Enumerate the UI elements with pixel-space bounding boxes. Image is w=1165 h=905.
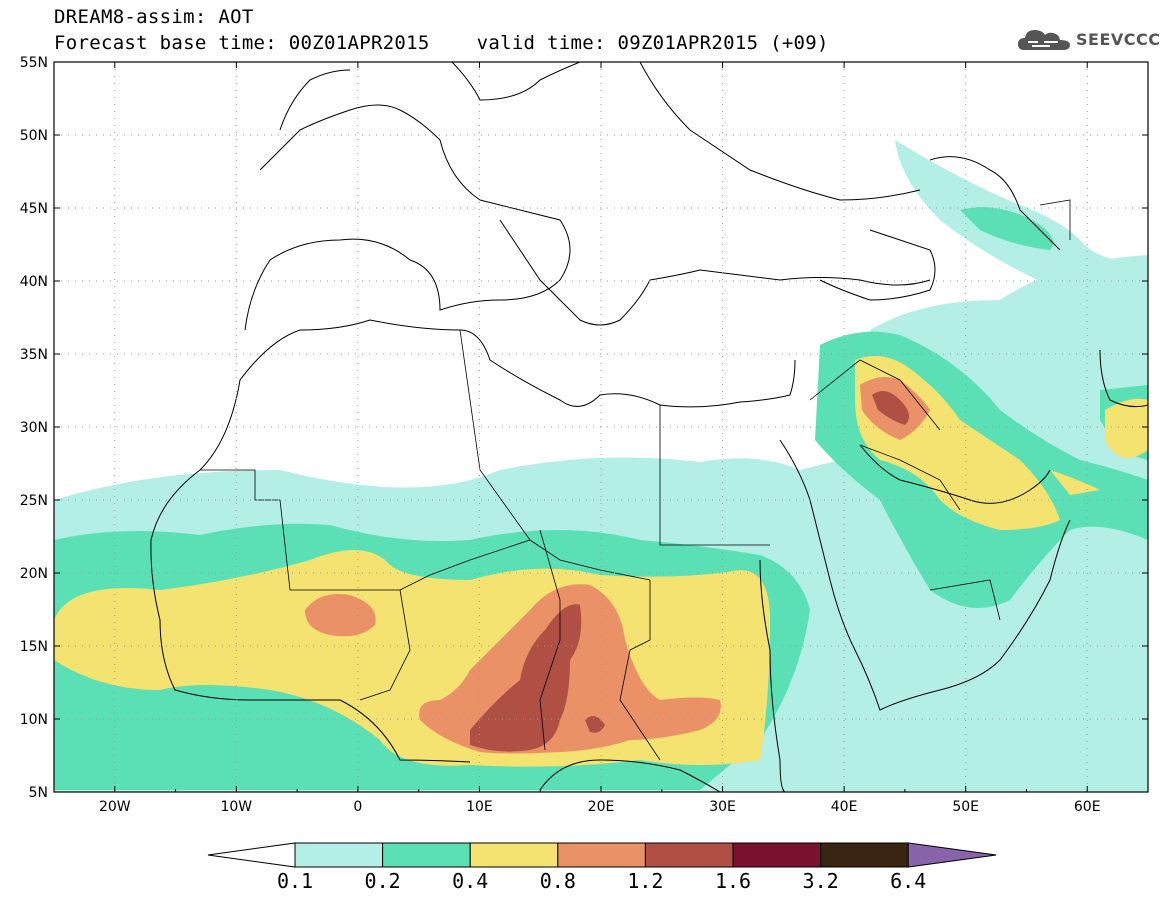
lat-label: 25N (20, 493, 48, 509)
lat-label: 45N (20, 201, 48, 217)
aot-fields (54, 140, 1148, 792)
colorbar-level-label: 1.2 (627, 869, 664, 893)
lat-label: 35N (20, 347, 48, 363)
lon-label: 20E (588, 799, 615, 815)
country-borders (200, 199, 1071, 761)
colorbar-swatch (294, 842, 384, 868)
lat-label: 20N (20, 566, 48, 582)
colorbar (207, 842, 997, 868)
lon-label: 30E (709, 799, 736, 815)
aot-1.2-field (470, 391, 909, 752)
graticule (54, 62, 1148, 792)
colorbar-swatch (557, 842, 646, 868)
lon-label: 10W (220, 799, 252, 815)
lat-label: 50N (20, 128, 48, 144)
logo-text: SEEVCCC (1076, 30, 1161, 49)
map-title: DREAM8-assim: AOT (54, 6, 254, 28)
colorbar-swatch (732, 842, 822, 868)
lat-label: 40N (20, 274, 48, 290)
colorbar-swatch (382, 842, 471, 868)
lat-label: 30N (20, 420, 48, 436)
colorbar-level-label: 3.2 (802, 869, 839, 893)
lat-label: 5N (29, 785, 48, 801)
lon-label: 10E (466, 799, 493, 815)
lat-label: 10N (20, 712, 48, 728)
cloud-icon (1018, 30, 1070, 50)
colorbar-swatch (644, 842, 734, 868)
axis-ticks: 5N 10N 15N 20N 25N 30N 35N 40N 45N 50N 55N 20W 10W 0 1… (20, 55, 1149, 815)
colorbar-level-label: 6.4 (890, 869, 927, 893)
colorbar-level-label: 0.8 (539, 869, 576, 893)
lon-label: 50E (952, 799, 979, 815)
colorbar-swatch (469, 842, 559, 868)
lon-label: 60E (1074, 799, 1101, 815)
map-subtitle: Forecast base time: 00Z01APR2015 valid t… (54, 32, 829, 54)
colorbar-under-arrow (207, 842, 296, 868)
coastlines (150, 62, 1148, 792)
lat-label: 15N (20, 639, 48, 655)
lon-label: 0 (353, 799, 362, 815)
colorbar-level-label: 0.2 (364, 869, 401, 893)
lon-label: 20W (99, 799, 131, 815)
colorbar-over-arrow (907, 842, 997, 868)
seevccc-logo: SEEVCCC (1016, 24, 1160, 56)
colorbar-level-label: 0.1 (276, 869, 314, 893)
lat-label: 55N (20, 55, 48, 71)
colorbar-level-label: 0.4 (452, 869, 489, 893)
colorbar-swatch (820, 842, 909, 868)
colorbar-level-label: 1.6 (714, 869, 752, 893)
lon-label: 40E (831, 799, 858, 815)
